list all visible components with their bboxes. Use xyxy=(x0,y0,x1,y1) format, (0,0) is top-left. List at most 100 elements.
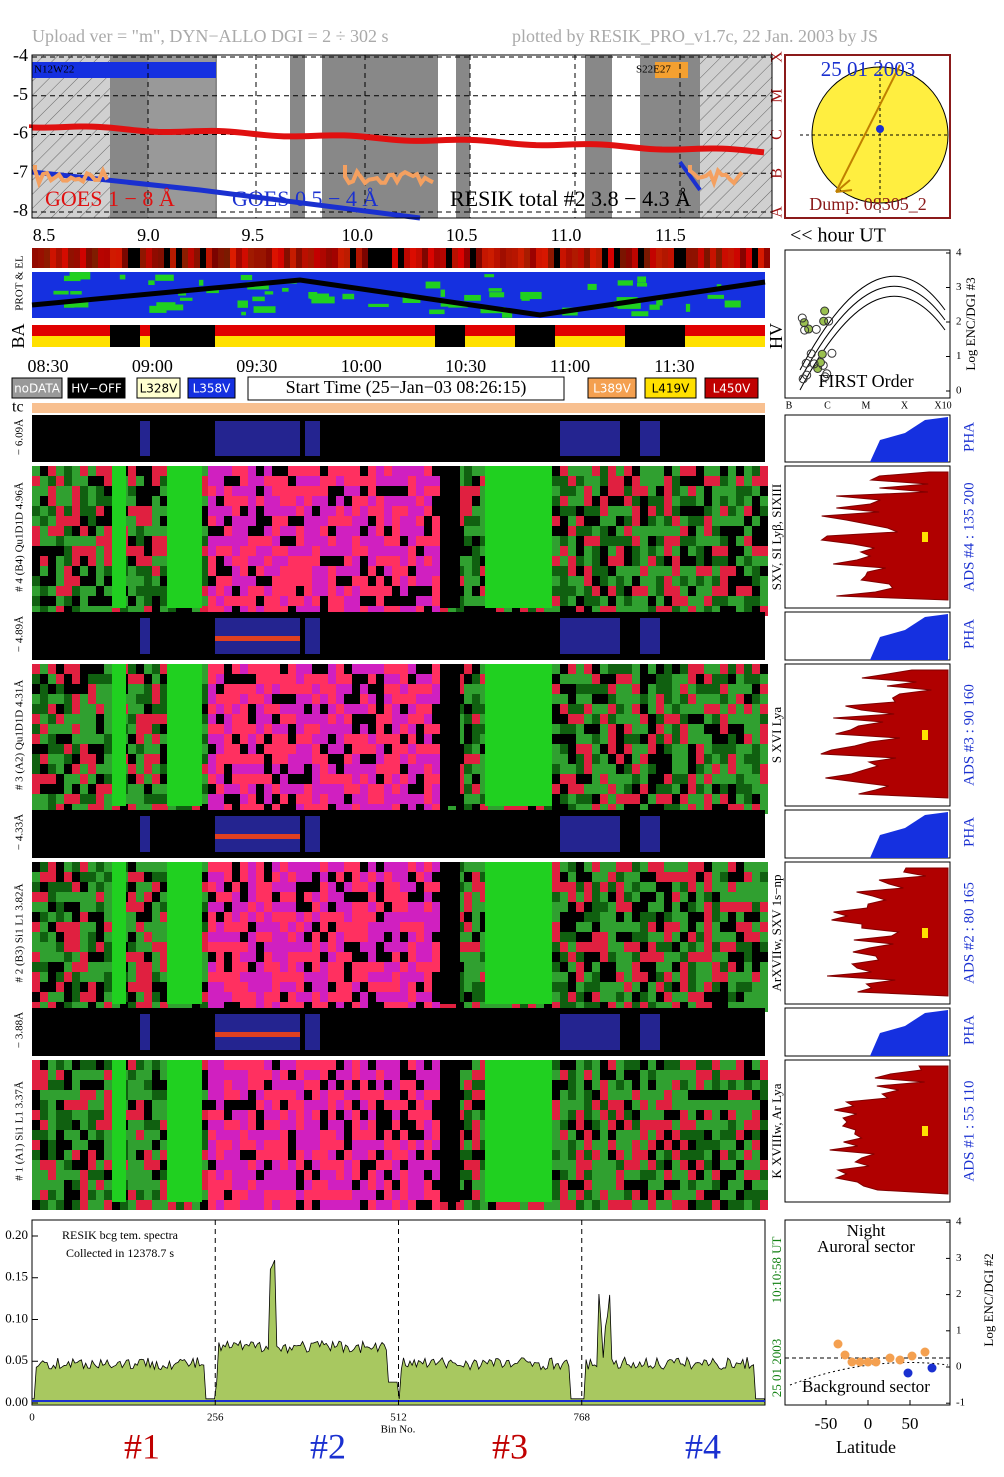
heatmap-cell xyxy=(728,556,736,566)
heatmap-cell xyxy=(152,586,160,596)
heatmap-cell xyxy=(736,606,744,616)
heatmap-cell xyxy=(712,754,720,764)
heatmap-cell xyxy=(744,674,752,684)
heatmap-cell xyxy=(424,664,432,674)
heatmap-cell xyxy=(72,596,80,606)
heatmap-cell xyxy=(328,486,336,496)
heatmap-cell xyxy=(224,872,232,882)
heatmap-cell xyxy=(64,1180,72,1190)
heatmap-cell xyxy=(96,684,104,694)
heatmap-cell xyxy=(464,576,472,586)
heatmap-cell xyxy=(56,1150,64,1160)
heatmap-cell xyxy=(104,496,112,506)
heatmap-cell xyxy=(752,862,760,872)
heatmap-cell xyxy=(240,1150,248,1160)
heatmap-cell xyxy=(648,942,656,952)
heatmap-cell xyxy=(720,664,728,674)
heatmap-cell xyxy=(240,516,248,526)
heatmap-cell xyxy=(664,754,672,764)
heatmap-cell xyxy=(600,576,608,586)
heatmap-cell xyxy=(560,942,568,952)
heatmap-cell xyxy=(312,774,320,784)
heatmap-cell xyxy=(136,486,144,496)
heatmap-cell xyxy=(720,992,728,1002)
heatmap-cell xyxy=(240,1060,248,1070)
heatmap-cell xyxy=(152,754,160,764)
heatmap-cell xyxy=(88,952,96,962)
heatmap-cell xyxy=(680,714,688,724)
heatmap-cell xyxy=(352,606,360,616)
heatmap-cell xyxy=(584,892,592,902)
heatmap-cell xyxy=(88,972,96,982)
heatmap-cell xyxy=(224,804,232,814)
heatmap-cell xyxy=(472,714,480,724)
heatmap-cell xyxy=(600,704,608,714)
order-point xyxy=(806,349,816,359)
heatmap-cell xyxy=(56,784,64,794)
heatmap-cell xyxy=(400,674,408,684)
strip-cell xyxy=(296,248,302,268)
heatmap-cell xyxy=(328,872,336,882)
heatmap-cell xyxy=(368,882,376,892)
heatmap-cell xyxy=(336,704,344,714)
heatmap-cell xyxy=(56,922,64,932)
heatmap-cell xyxy=(296,872,304,882)
heatmap-cell xyxy=(40,962,48,972)
heatmap-cell xyxy=(288,794,296,804)
heatmap-cell xyxy=(400,932,408,942)
heatmap-cell xyxy=(400,684,408,694)
heatmap-cell xyxy=(56,566,64,576)
heatmap-cell xyxy=(256,486,264,496)
heatmap-cell xyxy=(256,1130,264,1140)
strip-cell xyxy=(302,248,308,268)
heatmap-cell xyxy=(72,1100,80,1110)
heatmap-cell xyxy=(328,576,336,586)
heatmap-cell xyxy=(296,576,304,586)
heatmap-cell xyxy=(664,556,672,566)
heatmap-cell xyxy=(88,576,96,586)
heatmap-cell xyxy=(704,476,712,486)
heatmap-cell xyxy=(624,972,632,982)
heatmap-cell xyxy=(288,664,296,674)
heatmap-cell xyxy=(288,556,296,566)
heatmap-cell xyxy=(296,466,304,476)
heatmap-cell xyxy=(32,714,40,724)
heatmap-cell xyxy=(208,922,216,932)
heatmap-cell xyxy=(336,596,344,606)
heatmap-cell xyxy=(416,466,424,476)
heatmap-cell xyxy=(56,476,64,486)
strip-cell xyxy=(32,248,38,268)
heatmap-cell xyxy=(336,932,344,942)
heatmap-cell xyxy=(344,774,352,784)
heatmap-cell xyxy=(624,684,632,694)
heatmap-cell xyxy=(264,466,272,476)
heatmap-cell xyxy=(664,546,672,556)
heatmap-cell xyxy=(424,496,432,506)
heatmap-cell xyxy=(600,882,608,892)
heatmap-cell xyxy=(80,1110,88,1120)
heatmap-cell xyxy=(304,714,312,724)
heatmap-cell xyxy=(360,556,368,566)
heatmap-cell xyxy=(752,516,760,526)
heatmap-cell xyxy=(256,744,264,754)
heatmap-cell xyxy=(408,892,416,902)
heatmap-cell xyxy=(616,466,624,476)
heatmap-cell xyxy=(376,992,384,1002)
strip-cell xyxy=(620,248,626,268)
heatmap-cell xyxy=(136,1170,144,1180)
heatmap-cell xyxy=(72,952,80,962)
heatmap-cell xyxy=(56,1160,64,1170)
heatmap-cell xyxy=(592,576,600,586)
heatmap-cell xyxy=(696,892,704,902)
heatmap-cell xyxy=(272,982,280,992)
heatmap-cell xyxy=(200,872,208,882)
heatmap-cell xyxy=(160,546,168,556)
strip-cell xyxy=(649,304,660,310)
heatmap-cell xyxy=(64,674,72,684)
heatmap-cell xyxy=(648,586,656,596)
heatmap-cell xyxy=(600,724,608,734)
heatmap-cell xyxy=(560,714,568,724)
heatmap-cell xyxy=(472,586,480,596)
heatmap-cell xyxy=(728,972,736,982)
